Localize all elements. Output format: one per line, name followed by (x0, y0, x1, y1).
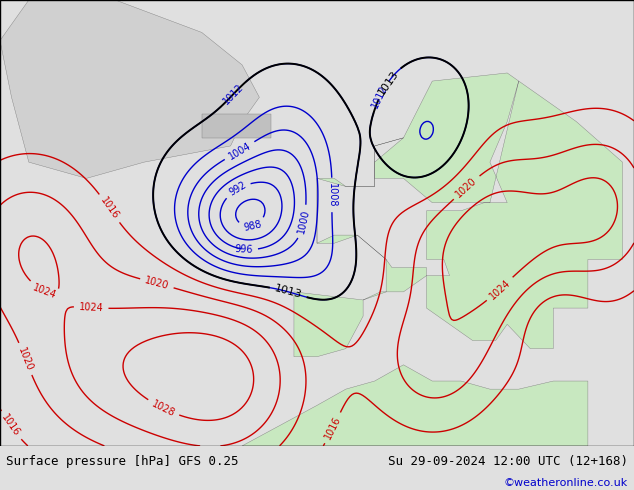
Text: 1020: 1020 (454, 175, 479, 199)
Text: 1016: 1016 (98, 196, 120, 221)
Text: Surface pressure [hPa] GFS 0.25: Surface pressure [hPa] GFS 0.25 (6, 455, 239, 468)
Text: 1016: 1016 (0, 413, 22, 439)
Polygon shape (294, 73, 623, 357)
Text: 1024: 1024 (79, 302, 104, 314)
Text: 1012: 1012 (370, 83, 390, 110)
Text: 1013: 1013 (376, 68, 400, 97)
Polygon shape (242, 365, 588, 446)
Text: 1024: 1024 (31, 282, 58, 300)
Text: 1020: 1020 (144, 275, 170, 291)
Text: 1013: 1013 (273, 283, 303, 300)
Text: 1004: 1004 (226, 140, 253, 161)
Text: 1008: 1008 (327, 183, 337, 207)
Text: 1012: 1012 (221, 82, 245, 106)
Text: ©weatheronline.co.uk: ©weatheronline.co.uk (503, 478, 628, 489)
Text: 1024: 1024 (488, 277, 512, 301)
Text: 1016: 1016 (323, 415, 343, 441)
Text: 988: 988 (242, 219, 262, 232)
Text: 992: 992 (227, 180, 248, 198)
Text: Su 29-09-2024 12:00 UTC (12+168): Su 29-09-2024 12:00 UTC (12+168) (387, 455, 628, 468)
Text: 996: 996 (235, 244, 253, 255)
Text: 1020: 1020 (16, 345, 35, 372)
Polygon shape (202, 114, 271, 138)
Polygon shape (0, 0, 259, 178)
Text: 1000: 1000 (296, 209, 311, 235)
Text: 1028: 1028 (150, 398, 176, 418)
